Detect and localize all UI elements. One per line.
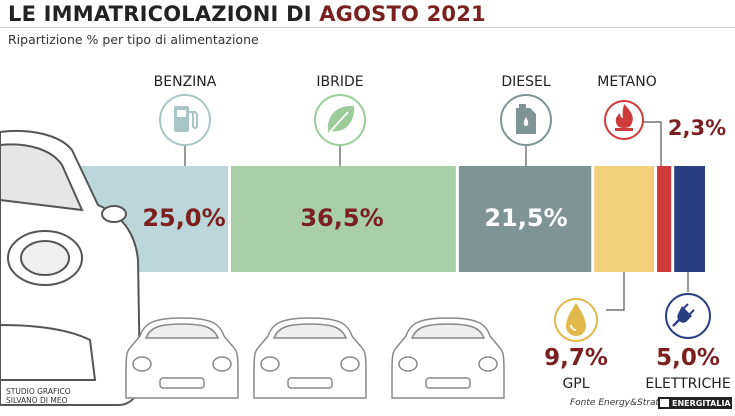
bar-segment-ibride (231, 166, 456, 272)
plug-icon (665, 293, 711, 339)
value-gpl: 9,7% (544, 345, 608, 371)
source-text: Fonte Energy&Strategy (570, 398, 676, 408)
label-diesel: DIESEL (501, 74, 550, 90)
title-rule (0, 27, 735, 28)
value-metano: 2,3% (668, 116, 726, 140)
bar-segment-metano (657, 166, 672, 272)
label-benzina: BENZINA (154, 74, 217, 90)
value-elettriche: 5,0% (656, 345, 720, 371)
small-car-1 (125, 317, 239, 399)
droplet-icon (554, 298, 598, 342)
label-ibride: IBRIDE (316, 74, 363, 90)
credit-line-1: STUDIO GRAFICO (6, 387, 71, 396)
title-part-2: AGOSTO 2021 (319, 2, 486, 26)
label-gpl: GPL (562, 376, 589, 392)
label-elettriche: ELETTRICHE (645, 376, 730, 392)
value-ibride: 36,5% (300, 204, 383, 232)
stacked-bar (74, 166, 705, 272)
value-benzina: 25,0% (142, 204, 225, 232)
small-car-2 (253, 317, 367, 399)
credit-line-2: SILVANO DI MEO (6, 396, 68, 405)
leader-lines (184, 121, 689, 311)
leader-metano (643, 121, 662, 166)
leaf-icon (314, 94, 366, 146)
bar-segment-diesel (458, 166, 592, 272)
brand-logo: ENERGITALIA (658, 397, 732, 409)
bar-segment-elettriche (674, 166, 705, 272)
flame-icon (604, 100, 644, 140)
subtitle: Ripartizione % per tipo di alimentazione (8, 32, 259, 47)
leader-gpl (606, 272, 625, 311)
value-diesel: 21,5% (484, 204, 567, 232)
car-illustration (0, 129, 142, 406)
fuel-can-icon (500, 94, 552, 146)
fuel-pump-icon (159, 94, 211, 146)
title-part-1: LE IMMATRICOLAZIONI DI (8, 2, 320, 26)
page-title: LE IMMATRICOLAZIONI DI AGOSTO 2021 (8, 2, 486, 26)
bar-segment-gpl (594, 166, 655, 272)
small-car-3 (391, 317, 505, 399)
label-metano: METANO (597, 74, 656, 90)
brand-text: ENERGITALIA (672, 399, 731, 408)
